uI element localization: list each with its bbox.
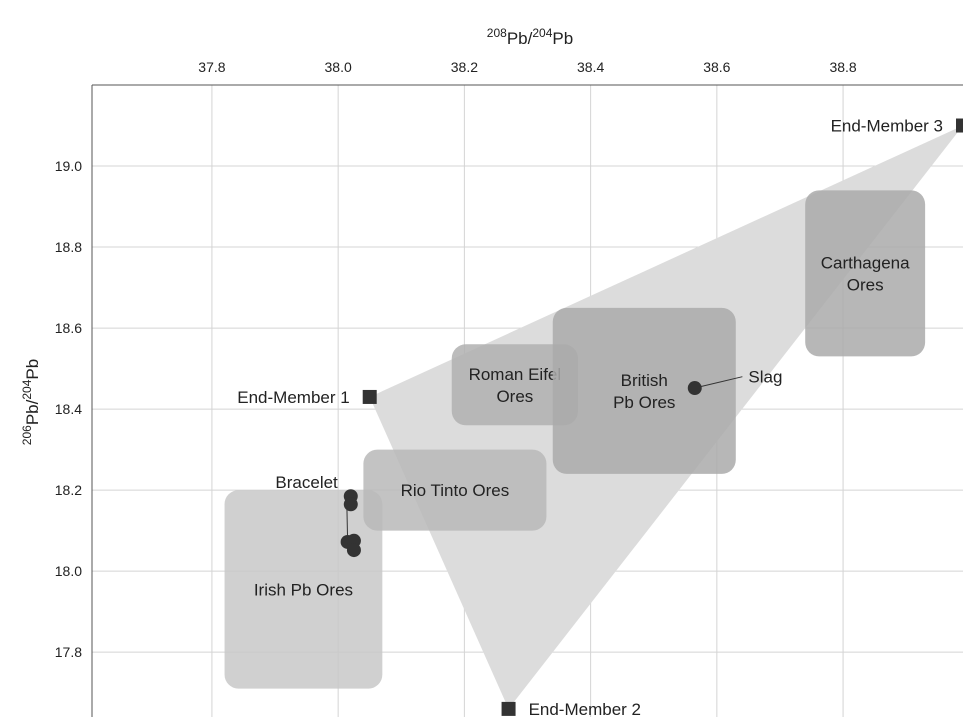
ore-regions: Irish Pb Ores Rio Tinto Ores Roman Eifel Or…	[224, 190, 926, 689]
x-tick-label-3: 38.4	[577, 59, 604, 75]
end-members: End-Member 1 End-Member 2 End-Member 3	[237, 117, 963, 717]
axes	[91, 84, 963, 717]
x-tick-label-2: 38.2	[451, 59, 478, 75]
y-tick-label-4: 18.6	[55, 320, 82, 336]
y-tick-label-3: 18.4	[55, 401, 82, 417]
leader-1-0	[694, 376, 743, 389]
y-tick-label-0: 17.8	[55, 644, 82, 660]
point-0-1	[343, 497, 358, 512]
end-member-marker-2	[956, 118, 963, 133]
region-2-label-0: Roman Eifel	[469, 365, 562, 384]
x-tick-label-4: 38.6	[703, 59, 730, 75]
end-member-label-0: End-Member 1	[237, 388, 349, 407]
data-points	[340, 381, 702, 558]
region-2	[451, 344, 578, 426]
y-axis-title: 206Pb/204Pb	[20, 359, 42, 445]
region-4	[805, 190, 926, 357]
point-1-0	[687, 381, 702, 396]
region-1	[363, 449, 547, 531]
x-tick-label-1: 38.0	[325, 59, 352, 75]
region-0-label-0: Irish Pb Ores	[254, 580, 353, 599]
x-axis-title: 208Pb/204Pb	[487, 26, 573, 48]
point-0-4	[346, 543, 361, 558]
x-tick-label-0: 37.8	[198, 59, 225, 75]
region-4-label-1: Ores	[847, 275, 884, 294]
end-member-marker-0	[362, 389, 377, 404]
y-tick-labels: 17.8 18.0 18.2 18.4 18.6 18.8 19.0	[55, 158, 82, 660]
x-tick-labels: 37.8 38.0 38.2 38.4 38.6 38.8	[198, 59, 857, 75]
end-member-label-2: End-Member 3	[831, 117, 943, 136]
annotations: Bracelet Slag	[275, 368, 782, 492]
y-tick-label-2: 18.2	[55, 482, 82, 498]
region-1-label-0: Rio Tinto Ores	[401, 481, 510, 500]
annotation-1: Slag	[748, 368, 782, 387]
end-member-label-1: End-Member 2	[529, 700, 641, 717]
y-tick-label-6: 19.0	[55, 158, 82, 174]
region-4-label-0: Carthagena	[821, 253, 910, 272]
end-member-marker-1	[501, 701, 516, 716]
y-tick-label-1: 18.0	[55, 563, 82, 579]
region-2-label-1: Ores	[496, 387, 533, 406]
region-3-label-1: Pb Ores	[613, 393, 675, 412]
annotation-0: Bracelet	[275, 473, 338, 492]
region-3-label-0: British	[621, 371, 668, 390]
y-tick-label-5: 18.8	[55, 239, 82, 255]
x-tick-label-5: 38.8	[829, 59, 856, 75]
region-3	[552, 307, 736, 474]
